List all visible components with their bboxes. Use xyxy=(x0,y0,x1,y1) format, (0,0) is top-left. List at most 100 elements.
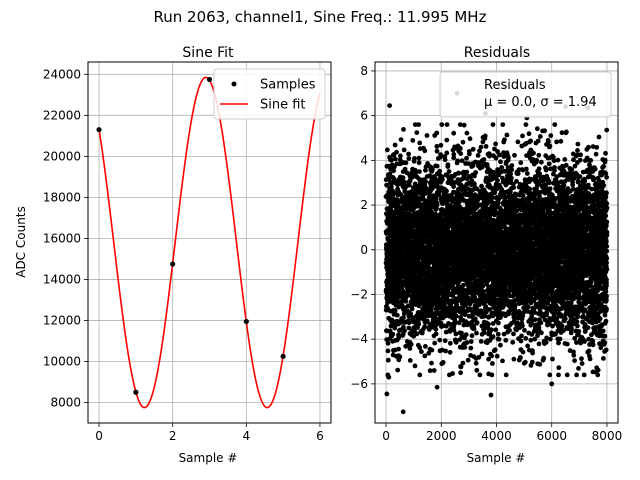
residual-point xyxy=(438,152,443,158)
residual-point xyxy=(417,345,423,351)
sample-point xyxy=(206,76,213,83)
residual-point xyxy=(445,162,451,168)
residual-point xyxy=(434,163,440,169)
residual-point xyxy=(434,130,440,136)
residual-point xyxy=(423,179,429,185)
residual-point xyxy=(506,155,511,161)
sine-fit-xtick-label: 0 xyxy=(95,429,103,443)
sine-fit-legend: Samples Sine fit xyxy=(213,68,326,120)
residual-point xyxy=(422,324,427,330)
residual-point xyxy=(392,325,398,331)
residual-point xyxy=(429,347,435,353)
residual-point xyxy=(416,122,421,127)
residual-point xyxy=(474,320,480,325)
residual-point xyxy=(446,169,452,174)
residual-point xyxy=(511,356,517,362)
residual-point xyxy=(442,157,448,163)
residual-point xyxy=(416,201,422,206)
sine-fit-ylabel: ADC Counts xyxy=(14,206,28,278)
residual-point xyxy=(422,148,428,154)
residual-point xyxy=(408,342,414,347)
residual-point xyxy=(423,344,428,349)
sine-fit-ticks: 0 2 4 6800010000120001400016000180002000022… xyxy=(43,67,324,443)
sample-point xyxy=(280,353,286,359)
residual-point xyxy=(468,345,474,351)
sine-fit-ytick-label: 20000 xyxy=(43,149,81,163)
residual-point xyxy=(478,144,484,150)
residual-point xyxy=(489,372,495,378)
residual-point xyxy=(412,181,418,187)
residual-point xyxy=(429,360,434,366)
residual-point xyxy=(456,170,461,176)
residual-point xyxy=(467,136,473,142)
residuals-plot-area xyxy=(383,85,610,415)
residual-point xyxy=(398,153,403,159)
residual-point xyxy=(495,178,500,183)
residual-point xyxy=(468,339,474,344)
residual-point xyxy=(458,146,463,151)
sine-fit-ytick-label: 16000 xyxy=(43,231,81,245)
sine-fit-ytick-label: 22000 xyxy=(43,108,81,122)
residual-point xyxy=(416,160,422,166)
residual-point xyxy=(432,340,438,346)
figure-title: Run 2063, channel1, Sine Freq.: 11.995 M… xyxy=(154,8,487,26)
residual-point xyxy=(497,152,502,158)
residual-point xyxy=(390,331,396,337)
residual-point xyxy=(433,326,439,332)
residual-point xyxy=(394,312,400,318)
residual-point xyxy=(477,372,483,378)
residual-point xyxy=(400,175,406,181)
sine-fit-ytick-label: 10000 xyxy=(43,354,81,368)
residual-point xyxy=(473,170,479,175)
residual-point xyxy=(414,331,420,337)
residual-point xyxy=(464,340,470,345)
sine-fit-legend-box xyxy=(213,68,326,120)
residual-point xyxy=(518,355,523,361)
residual-point xyxy=(396,346,401,352)
residual-point xyxy=(401,147,407,153)
residual-point xyxy=(391,168,396,174)
residual-point xyxy=(482,133,488,139)
residual-point xyxy=(423,167,428,173)
residual-point xyxy=(401,126,406,132)
sine-fit-ytick-label: 8000 xyxy=(50,395,81,409)
residual-point xyxy=(495,331,501,337)
residual-point xyxy=(392,142,398,148)
residual-point xyxy=(412,363,418,369)
residual-point xyxy=(471,181,477,187)
residual-point xyxy=(511,331,516,337)
residual-point xyxy=(430,186,435,191)
residual-point xyxy=(462,344,468,350)
residual-point xyxy=(500,122,506,127)
sample-point xyxy=(243,318,249,325)
residual-point xyxy=(482,330,487,336)
residual-point xyxy=(491,169,496,175)
residual-point xyxy=(409,306,415,312)
residual-point xyxy=(406,151,411,157)
residual-point xyxy=(481,157,487,162)
residual-point xyxy=(389,184,394,190)
residual-point xyxy=(434,144,440,149)
sine-fit-title: Sine Fit xyxy=(182,45,234,61)
residual-point xyxy=(424,318,430,324)
legend-samples-marker xyxy=(231,81,237,87)
residual-point xyxy=(508,171,513,177)
residual-point xyxy=(387,171,393,177)
residual-point xyxy=(504,132,510,138)
sample-point xyxy=(170,261,176,267)
residual-point xyxy=(473,360,479,366)
residual-point xyxy=(402,179,407,185)
residual-point xyxy=(426,350,432,356)
residual-point xyxy=(498,342,503,348)
residual-point xyxy=(518,160,524,166)
residual-point xyxy=(431,368,437,373)
sine-fit-xtick-label: 6 xyxy=(316,429,324,443)
sine-fit-ytick-label: 18000 xyxy=(43,190,81,204)
residual-point xyxy=(419,330,425,336)
residual-point xyxy=(401,315,406,321)
residual-point xyxy=(402,328,407,334)
residual-point xyxy=(474,330,479,336)
residual-point xyxy=(407,346,413,351)
sine-fit-curve xyxy=(98,76,321,409)
residual-point xyxy=(434,148,440,154)
